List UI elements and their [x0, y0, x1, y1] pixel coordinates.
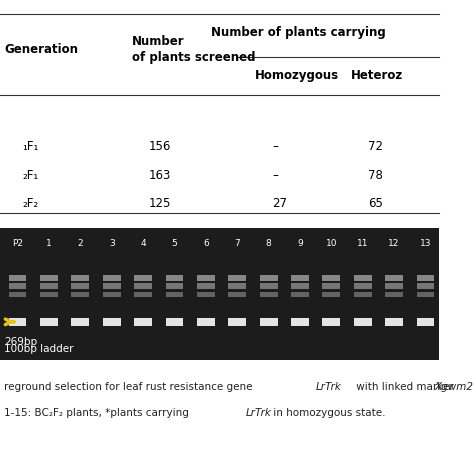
Bar: [134, 283, 152, 289]
Bar: [197, 275, 215, 281]
Text: LrTrk: LrTrk: [316, 382, 342, 392]
Bar: [417, 275, 435, 281]
Bar: [103, 292, 121, 297]
Text: ₂F₁: ₂F₁: [22, 169, 38, 182]
Text: Homozygous: Homozygous: [255, 69, 338, 82]
Bar: [322, 292, 340, 297]
Text: 11: 11: [357, 239, 368, 248]
Text: 4: 4: [140, 239, 146, 248]
Text: in homozygous state.: in homozygous state.: [270, 408, 385, 418]
Bar: [165, 318, 183, 326]
Text: Number
of plants screened: Number of plants screened: [132, 35, 255, 64]
Bar: [260, 318, 278, 326]
Bar: [354, 275, 372, 281]
Bar: [260, 283, 278, 289]
Text: 7: 7: [234, 239, 240, 248]
Text: 163: 163: [149, 169, 172, 182]
Bar: [72, 318, 89, 326]
Bar: [165, 292, 183, 297]
Bar: [9, 283, 27, 289]
Text: –: –: [272, 140, 278, 154]
Bar: [103, 318, 121, 326]
Text: 10: 10: [326, 239, 337, 248]
Bar: [354, 283, 372, 289]
Text: reground selection for leaf rust resistance gene: reground selection for leaf rust resista…: [4, 382, 256, 392]
Bar: [385, 275, 403, 281]
Bar: [165, 283, 183, 289]
Text: –: –: [272, 169, 278, 182]
Bar: [354, 292, 372, 297]
Bar: [322, 275, 340, 281]
Bar: [0, 228, 438, 360]
Text: 65: 65: [368, 197, 383, 210]
Text: LrTrk: LrTrk: [246, 408, 272, 418]
Bar: [354, 318, 372, 326]
Bar: [291, 283, 309, 289]
Bar: [197, 283, 215, 289]
Text: P2: P2: [12, 239, 23, 248]
Text: 27: 27: [272, 197, 287, 210]
Bar: [385, 292, 403, 297]
Bar: [291, 318, 309, 326]
Text: 12: 12: [389, 239, 400, 248]
Text: 156: 156: [149, 140, 172, 154]
Bar: [9, 292, 27, 297]
Bar: [40, 283, 58, 289]
Text: 100bp ladder: 100bp ladder: [4, 344, 74, 354]
Bar: [197, 292, 215, 297]
Bar: [417, 318, 435, 326]
Bar: [228, 275, 246, 281]
Bar: [72, 275, 89, 281]
Bar: [228, 318, 246, 326]
Bar: [385, 283, 403, 289]
Text: 269bp: 269bp: [4, 337, 37, 346]
Bar: [291, 275, 309, 281]
Bar: [9, 275, 27, 281]
Text: 78: 78: [368, 169, 383, 182]
Text: Xgwm2: Xgwm2: [434, 382, 473, 392]
Bar: [322, 318, 340, 326]
Bar: [291, 292, 309, 297]
Bar: [134, 292, 152, 297]
Text: 3: 3: [109, 239, 115, 248]
Bar: [134, 275, 152, 281]
Text: 2: 2: [77, 239, 83, 248]
Bar: [103, 275, 121, 281]
Text: 1: 1: [46, 239, 52, 248]
Text: 5: 5: [172, 239, 177, 248]
Text: 9: 9: [297, 239, 303, 248]
Bar: [103, 283, 121, 289]
Bar: [228, 292, 246, 297]
Bar: [197, 318, 215, 326]
Text: 125: 125: [149, 197, 172, 210]
Bar: [260, 292, 278, 297]
Bar: [228, 283, 246, 289]
Bar: [417, 292, 435, 297]
Bar: [385, 318, 403, 326]
Bar: [417, 283, 435, 289]
Bar: [72, 283, 89, 289]
Text: Number of plants carrying: Number of plants carrying: [211, 26, 386, 39]
Text: with linked marker: with linked marker: [353, 382, 454, 392]
Bar: [165, 275, 183, 281]
Text: Generation: Generation: [4, 43, 78, 56]
Text: ₁F₁: ₁F₁: [22, 140, 38, 154]
Text: ₂F₂: ₂F₂: [22, 197, 38, 210]
Bar: [9, 318, 27, 326]
Bar: [134, 318, 152, 326]
Text: 72: 72: [368, 140, 383, 154]
Text: 6: 6: [203, 239, 209, 248]
Text: 1-15: BC₂F₂ plants, *plants carrying: 1-15: BC₂F₂ plants, *plants carrying: [4, 408, 192, 418]
Bar: [40, 292, 58, 297]
Bar: [260, 275, 278, 281]
Bar: [40, 318, 58, 326]
Text: 8: 8: [266, 239, 272, 248]
Bar: [40, 275, 58, 281]
Bar: [322, 283, 340, 289]
Text: Heteroz: Heteroz: [351, 69, 403, 82]
Text: 13: 13: [420, 239, 431, 248]
Bar: [72, 292, 89, 297]
